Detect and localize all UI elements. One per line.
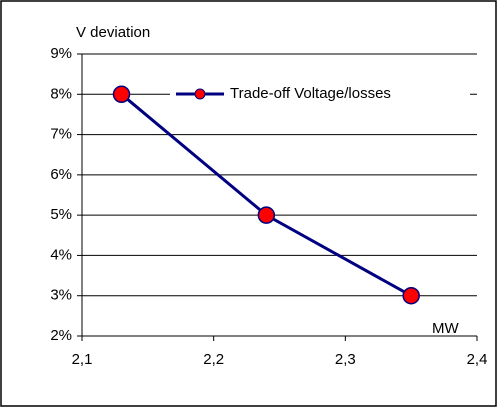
y-tick-label: 4% bbox=[50, 246, 72, 263]
y-tick-label: 8% bbox=[50, 85, 72, 102]
x-tick-label: 2,4 bbox=[467, 351, 488, 368]
y-tick-label: 9% bbox=[50, 45, 72, 62]
y-axis-label: V deviation bbox=[76, 24, 150, 41]
y-tick-label: 5% bbox=[50, 206, 72, 223]
y-tick-label: 7% bbox=[50, 126, 72, 143]
legend-background bbox=[170, 83, 470, 105]
data-point bbox=[402, 286, 420, 305]
legend-label: Trade-off Voltage/losses bbox=[230, 85, 391, 102]
x-axis-label: MW bbox=[432, 320, 459, 337]
data-point bbox=[112, 85, 131, 104]
y-tick-label: 3% bbox=[50, 287, 72, 304]
legend-marker bbox=[194, 88, 206, 100]
x-tick-label: 2,1 bbox=[72, 351, 93, 368]
x-tick-label: 2,3 bbox=[335, 351, 356, 368]
data-point bbox=[257, 206, 276, 224]
y-tick-label: 6% bbox=[50, 166, 72, 183]
x-tick-label: 2,2 bbox=[203, 351, 224, 368]
y-tick-label: 2% bbox=[50, 327, 72, 344]
